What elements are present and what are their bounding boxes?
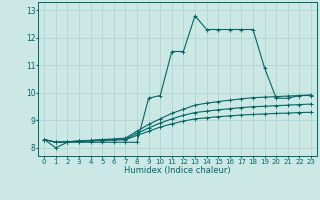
X-axis label: Humidex (Indice chaleur): Humidex (Indice chaleur) bbox=[124, 166, 231, 175]
